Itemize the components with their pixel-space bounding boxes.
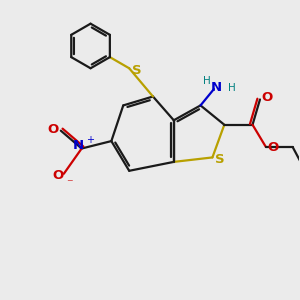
Text: N: N: [73, 139, 84, 152]
Text: S: S: [215, 153, 225, 166]
Text: H: H: [229, 82, 236, 93]
Text: O: O: [262, 92, 273, 104]
Text: ⁻: ⁻: [66, 177, 73, 190]
Text: +: +: [86, 135, 94, 145]
Text: S: S: [132, 64, 141, 77]
Text: O: O: [48, 123, 59, 136]
Text: O: O: [268, 141, 279, 154]
Text: H: H: [202, 76, 210, 86]
Text: N: N: [211, 81, 222, 94]
Text: O: O: [52, 169, 64, 182]
